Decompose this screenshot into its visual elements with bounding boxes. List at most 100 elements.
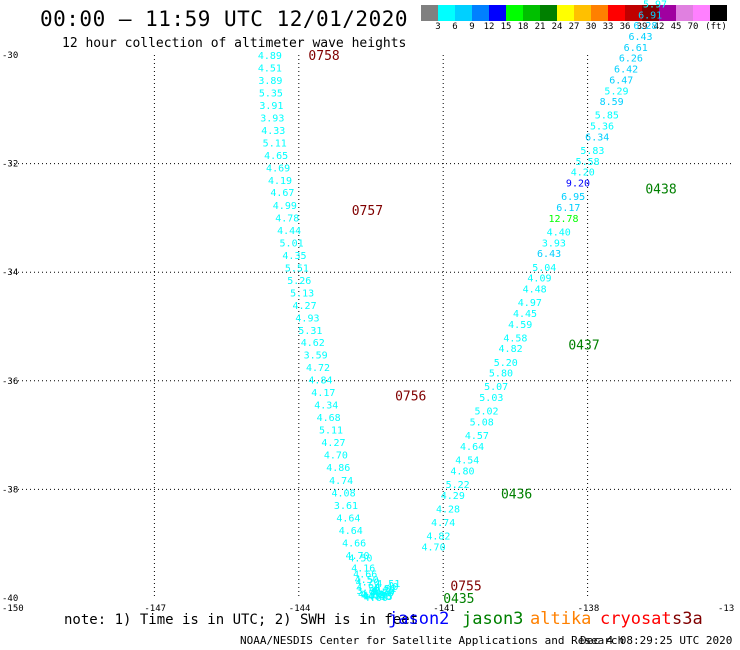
swh-point-label: 4.51: [258, 63, 282, 74]
color-swatch: [540, 5, 557, 21]
swh-point-label: 3.61: [334, 501, 358, 512]
swh-point-label: 5.11: [319, 426, 343, 437]
swh-point-label: 4.27: [321, 438, 345, 449]
y-tick-label: -34: [2, 268, 18, 278]
swh-point-label: 4.93: [295, 313, 319, 324]
swh-point-label: 4.59: [362, 591, 386, 602]
swh-point-label: 4.19: [268, 176, 292, 187]
swh-point-label: 5.51: [285, 263, 309, 274]
swh-point-label: 4.97: [518, 298, 542, 309]
time-label: 0757: [352, 204, 383, 219]
swh-point-label: 5.80: [489, 369, 513, 380]
swh-point-label: 4.74: [329, 476, 353, 487]
legend-jason2: jason2: [388, 609, 450, 629]
swh-point-label: 4.68: [317, 413, 341, 424]
swh-point-label: 4.40: [374, 582, 398, 593]
time-label: 0758: [308, 49, 339, 64]
color-swatch: [438, 5, 455, 21]
color-swatch: [693, 5, 710, 21]
swh-point-label: 4.66: [353, 570, 377, 581]
footer-note: note: 1) Time is in UTC; 2) SWH is in fe…: [64, 612, 419, 628]
credit-line: NOAA/NESDIS Center for Satellite Applica…: [240, 634, 625, 647]
swh-point-label: 6.91: [638, 10, 662, 21]
time-label: 0436: [501, 488, 532, 503]
swh-point-label: 5.29: [604, 86, 628, 97]
swh-point-label: 4.84: [308, 376, 332, 387]
swh-point-label: 4.20: [356, 578, 380, 589]
color-swatch: [676, 5, 693, 21]
swh-point-label: 4.09: [527, 274, 551, 285]
swh-point-label: 8.59: [600, 97, 624, 108]
swh-point-label: 6.42: [614, 65, 638, 76]
color-scale-bar: [421, 5, 727, 21]
swh-point-label: 4.54: [455, 456, 479, 467]
swh-point-label: 4.64: [339, 526, 363, 537]
swh-point-label: 4.90: [356, 583, 380, 594]
swh-point-label: 4.48: [368, 591, 392, 602]
swh-point-label: 4.29: [441, 491, 465, 502]
color-swatch: [421, 5, 438, 21]
time-label: 0437: [568, 338, 599, 353]
swh-point-label: 5.11: [263, 138, 287, 149]
swh-point-label: 4.70: [345, 551, 369, 562]
chart-points: 4.894.513.895.353.913.934.335.114.654.69…: [258, 0, 667, 604]
swh-point-label: 4.59: [508, 320, 532, 331]
swh-point-label: 4.52: [372, 584, 396, 595]
swh-point-label: 4.57: [363, 591, 387, 602]
color-scale-tick: 42: [653, 22, 665, 32]
legend-jason3: jason3: [462, 609, 524, 629]
color-scale-tick: 45: [670, 22, 682, 32]
swh-point-label: 4.17: [311, 388, 335, 399]
swh-point-label: 4.48: [523, 284, 547, 295]
color-scale-tick: 21: [534, 22, 546, 32]
swh-point-label: 3.91: [259, 101, 283, 112]
swh-point-label: 4.64: [460, 442, 484, 453]
swh-point-label: 4.86: [326, 463, 350, 474]
swh-point-label: 4.30: [371, 586, 395, 597]
swh-point-label: 5.97: [643, 0, 667, 10]
y-tick-label: -32: [2, 160, 18, 170]
chart-title: 00:00 – 11:59 UTC 12/01/2020: [40, 7, 409, 31]
color-scale-tick: 12: [483, 22, 495, 32]
swh-point-label: 4.16: [351, 564, 375, 575]
color-swatch: [659, 5, 676, 21]
swh-point-label: 5.02: [474, 407, 498, 418]
swh-point-label: 4.57: [465, 431, 489, 442]
color-scale-tick: 33: [602, 22, 614, 32]
y-tick-label: -38: [2, 485, 18, 495]
color-swatch: [574, 5, 591, 21]
swh-point-label: 4.10: [358, 590, 382, 601]
swh-point-label: 6.34: [585, 132, 609, 143]
time-label: 0755: [450, 580, 481, 595]
swh-point-label: 4.82: [426, 532, 450, 543]
swh-point-label: 5.31: [298, 326, 322, 337]
swh-point-label: 5.01: [280, 238, 304, 249]
swh-point-label: 4.82: [499, 344, 523, 355]
time-label: 0435: [443, 592, 474, 607]
color-swatch: [642, 5, 659, 21]
color-swatch: [591, 5, 608, 21]
swh-point-label: 5.07: [484, 382, 508, 393]
x-tick-label: -147: [144, 604, 166, 614]
swh-point-label: 4.34: [314, 401, 338, 412]
color-swatch: [472, 5, 489, 21]
swh-point-label: 5.03: [479, 393, 503, 404]
color-scale-tick: 15: [500, 22, 512, 32]
swh-point-label: 5.58: [576, 157, 600, 168]
swh-point-label: 4.66: [370, 589, 394, 600]
swh-point-label: 4.64: [336, 514, 360, 525]
legend-s3a: s3a: [672, 609, 703, 629]
axis-ticks: -150 -147 -144 -141 -138 -13 -30 -32 -34 -36 -38 -4…: [2, 51, 734, 614]
swh-point-label: 5.04: [532, 263, 556, 274]
color-scale-tick: 18: [517, 22, 529, 32]
x-tick-label: -13: [718, 604, 734, 614]
color-swatch: [710, 5, 727, 21]
color-scale-tick: 70: [687, 22, 699, 32]
generated-timestamp: Dec 4 08:29:25 UTC 2020: [580, 634, 733, 647]
x-tick-label: -144: [289, 604, 311, 614]
swh-point-label: 4.62: [360, 590, 384, 601]
time-label: 0756: [395, 389, 426, 404]
swh-point-label: 3.80: [357, 586, 381, 597]
y-tick-label: -40: [2, 594, 18, 604]
